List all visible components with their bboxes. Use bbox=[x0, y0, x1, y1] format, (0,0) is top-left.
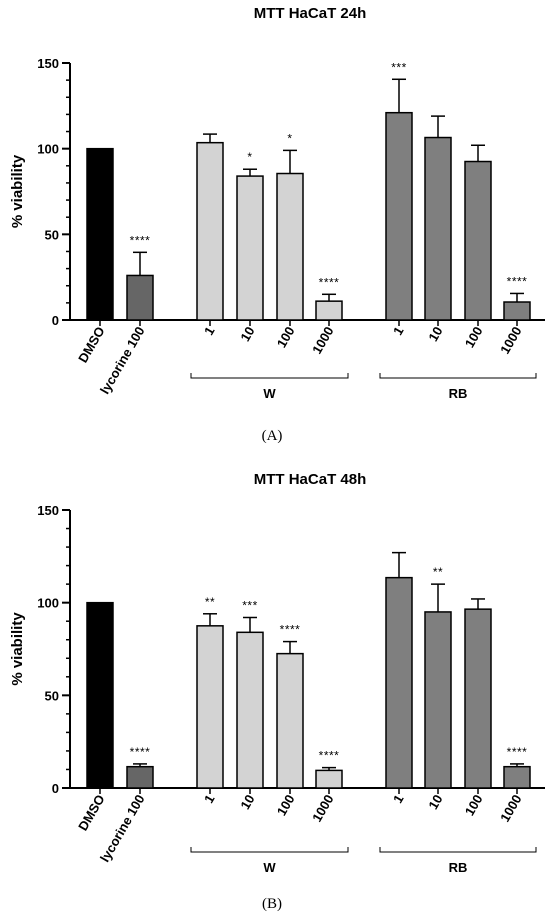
bar bbox=[315, 769, 343, 789]
x-tick-label: 1000 bbox=[309, 324, 336, 357]
significance-label: **** bbox=[130, 745, 151, 759]
bar bbox=[464, 608, 492, 789]
bar bbox=[424, 136, 452, 321]
bar bbox=[315, 300, 343, 321]
panel-label: (A) bbox=[262, 428, 283, 444]
y-tick-label: 50 bbox=[45, 227, 59, 242]
group-bracket bbox=[190, 847, 349, 853]
x-tick-label: DMSO bbox=[75, 324, 107, 365]
significance-label: **** bbox=[319, 275, 340, 289]
significance-label: **** bbox=[130, 233, 151, 247]
bar bbox=[196, 141, 224, 321]
group-bracket bbox=[379, 373, 537, 379]
significance-label: **** bbox=[507, 274, 528, 288]
significance-label: * bbox=[247, 150, 252, 164]
significance-label: *** bbox=[391, 60, 407, 74]
chart-panel-b: MTT HaCaT 48h% viability050100150DMSO***… bbox=[9, 471, 545, 912]
bar bbox=[86, 147, 114, 321]
group-label: RB bbox=[449, 386, 468, 401]
x-tick-label: 100 bbox=[274, 324, 298, 350]
bar bbox=[424, 611, 452, 789]
x-tick-label: 1 bbox=[390, 324, 407, 338]
significance-label: * bbox=[287, 131, 292, 145]
significance-label: **** bbox=[507, 745, 528, 759]
y-tick-label: 50 bbox=[45, 688, 59, 703]
y-tick-label: 100 bbox=[37, 142, 59, 157]
x-tick-label: 100 bbox=[274, 792, 298, 818]
group-label: W bbox=[263, 386, 276, 401]
significance-label: **** bbox=[280, 623, 301, 637]
x-tick-label: DMSO bbox=[75, 792, 107, 833]
bar bbox=[503, 765, 531, 789]
bar bbox=[86, 601, 114, 789]
significance-label: ** bbox=[433, 565, 443, 579]
bar bbox=[126, 765, 154, 789]
x-tick-label: 100 bbox=[462, 324, 486, 350]
y-tick-label: 0 bbox=[52, 313, 59, 328]
y-axis-label: % viability bbox=[9, 154, 26, 228]
bar bbox=[464, 160, 492, 321]
bar bbox=[126, 274, 154, 321]
x-tick-label: 10 bbox=[237, 324, 257, 344]
bar bbox=[236, 175, 264, 321]
bar bbox=[236, 631, 264, 789]
x-tick-label: 1 bbox=[201, 792, 218, 806]
significance-label: *** bbox=[242, 598, 258, 612]
y-tick-label: 150 bbox=[37, 56, 59, 71]
x-tick-label: 10 bbox=[237, 792, 257, 812]
chart-title: MTT HaCaT 48h bbox=[254, 471, 367, 488]
chart-panel-a: MTT HaCaT 24h% viability050100150DMSO***… bbox=[9, 5, 545, 444]
x-tick-label: 1 bbox=[201, 324, 218, 338]
x-tick-label: 10 bbox=[425, 792, 445, 812]
y-tick-label: 100 bbox=[37, 596, 59, 611]
x-tick-label: 100 bbox=[462, 792, 486, 818]
y-tick-label: 0 bbox=[52, 781, 59, 796]
x-tick-label: 10 bbox=[425, 324, 445, 344]
chart-title: MTT HaCaT 24h bbox=[254, 5, 367, 22]
x-tick-label: 1000 bbox=[309, 792, 336, 825]
bar bbox=[385, 111, 413, 321]
significance-label: **** bbox=[319, 749, 340, 763]
x-tick-label: 1000 bbox=[497, 324, 524, 357]
x-tick-label: 1 bbox=[390, 792, 407, 806]
y-axis-label: % viability bbox=[9, 612, 26, 686]
bar bbox=[503, 301, 531, 321]
bar bbox=[385, 576, 413, 789]
group-label: W bbox=[263, 860, 276, 875]
bar bbox=[276, 172, 304, 321]
y-tick-label: 150 bbox=[37, 503, 59, 518]
group-bracket bbox=[379, 847, 537, 853]
group-label: RB bbox=[449, 860, 468, 875]
bar bbox=[196, 625, 224, 789]
significance-label: ** bbox=[205, 595, 215, 609]
panel-label: (B) bbox=[262, 896, 282, 912]
x-tick-label: 1000 bbox=[497, 792, 524, 825]
group-bracket bbox=[190, 373, 349, 379]
bar bbox=[276, 652, 304, 789]
